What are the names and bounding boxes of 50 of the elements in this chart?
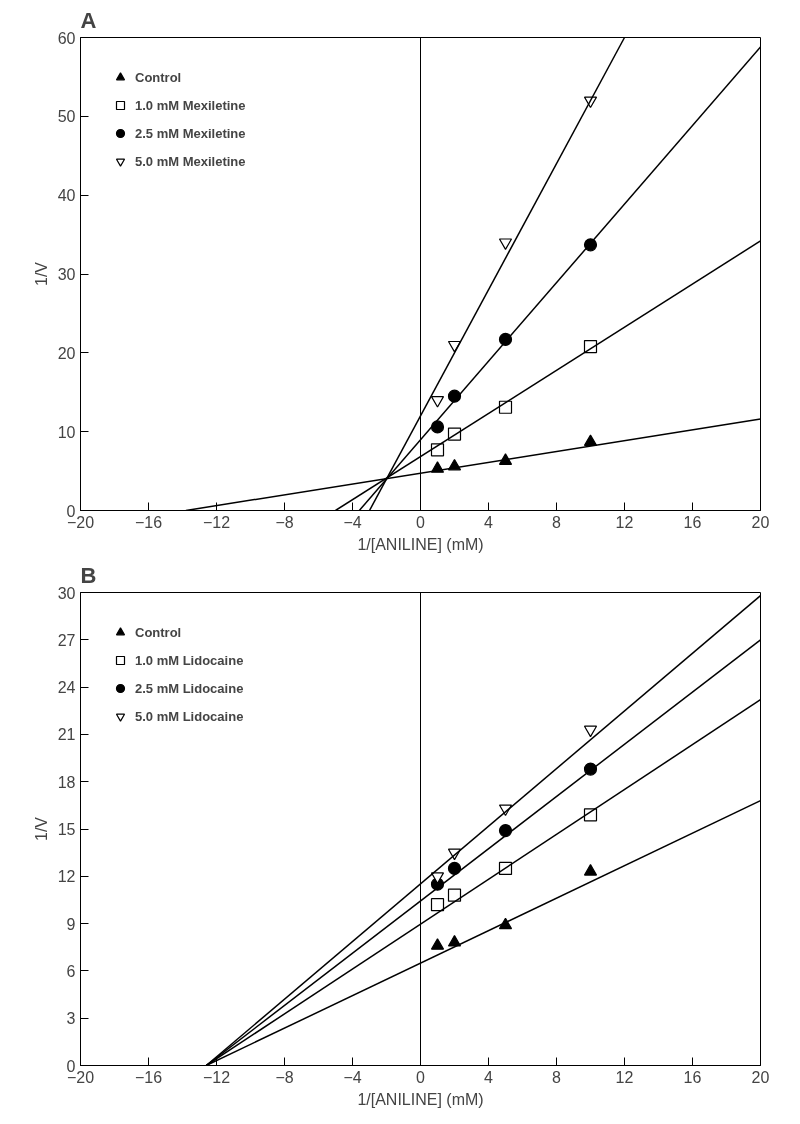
legend-label: Control	[135, 624, 182, 640]
y-tick-label: 24	[57, 679, 76, 697]
y-tick-label: 40	[57, 187, 76, 205]
x-tick-label: −4	[343, 513, 362, 531]
y-tick-label: 60	[57, 29, 76, 47]
chart-title: B	[80, 562, 97, 588]
x-tick-label: 8	[552, 513, 562, 531]
legend-label: 1.0 mM Lidocaine	[135, 652, 244, 668]
x-tick-label: −4	[343, 1068, 362, 1086]
x-tick-label: −16	[134, 1068, 163, 1086]
legend-label: 2.5 mM Mexiletine	[135, 125, 246, 141]
x-tick-label: −12	[202, 513, 231, 531]
legend-label: 1.0 mM Mexiletine	[135, 97, 246, 113]
y-tick-label: 6	[66, 962, 76, 980]
y-tick-label: 12	[57, 868, 76, 886]
legend-label: 5.0 mM Lidocaine	[135, 708, 244, 724]
x-axis-title: 1/[ANILINE] (mM)	[357, 535, 484, 553]
x-tick-label: 0	[416, 513, 426, 531]
y-tick-label: 30	[57, 266, 76, 283]
x-tick-label: 16	[683, 1068, 702, 1086]
x-tick-label: 16	[683, 513, 702, 531]
y-tick-label: 30	[57, 584, 76, 602]
y-tick-label: 27	[57, 631, 76, 649]
x-tick-label: 4	[484, 1068, 494, 1086]
legend-label: 2.5 mM Lidocaine	[135, 680, 244, 696]
y-tick-label: 18	[57, 773, 76, 791]
x-tick-label: 12	[615, 1068, 634, 1086]
y-axis-title: 1/V	[32, 816, 50, 842]
y-axis-title: 1/V	[32, 261, 50, 287]
x-tick-label: −12	[202, 1068, 231, 1086]
x-tick-label: 20	[751, 1068, 770, 1086]
legend-label: Control	[135, 69, 182, 85]
chart-title: A	[80, 7, 97, 33]
x-axis-title: 1/[ANILINE] (mM)	[357, 1090, 484, 1108]
y-tick-label: 20	[57, 344, 76, 362]
y-tick-label: 9	[66, 915, 76, 933]
x-tick-label: 8	[552, 1068, 562, 1086]
x-tick-label: −8	[275, 513, 294, 531]
x-tick-label: 4	[484, 513, 494, 531]
x-tick-label: −8	[275, 1068, 294, 1086]
y-tick-label: 10	[57, 423, 76, 441]
x-tick-label: 12	[615, 513, 634, 531]
y-tick-label: 15	[57, 821, 76, 838]
legend-label: 5.0 mM Mexiletine	[135, 153, 246, 169]
x-tick-label: −16	[134, 513, 163, 531]
x-tick-label: 0	[416, 1068, 426, 1086]
y-tick-label: 50	[57, 108, 76, 126]
y-tick-label: 21	[57, 726, 76, 744]
y-tick-label: 3	[66, 1010, 76, 1028]
x-tick-label: 20	[751, 513, 770, 531]
